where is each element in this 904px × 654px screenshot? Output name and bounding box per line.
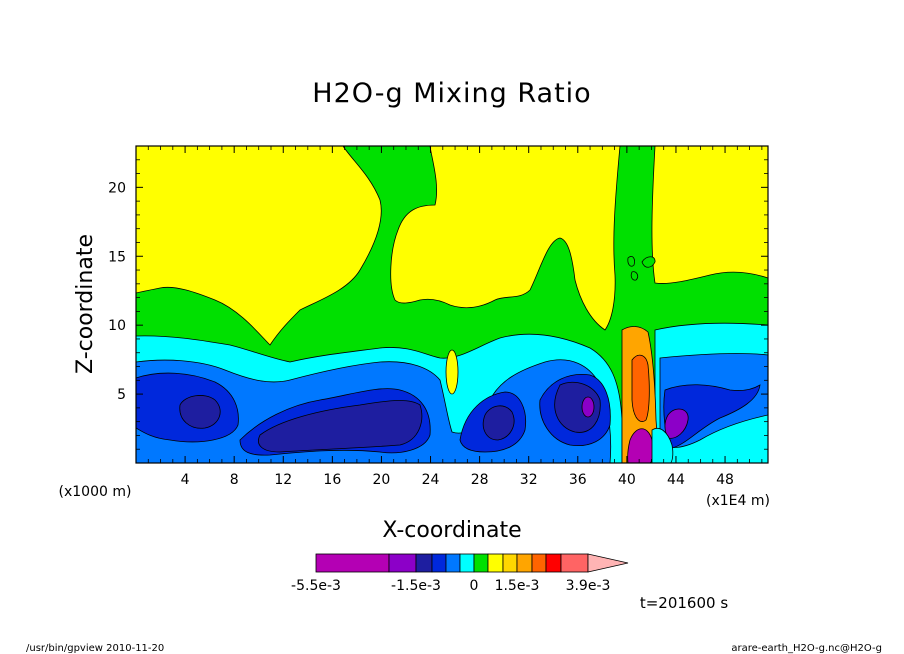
x-tick-label: 16 <box>323 472 341 488</box>
y-tick-label: 15 <box>108 249 126 265</box>
colorbar-segment <box>473 553 489 573</box>
y-axis: 5 10 15 20 <box>108 159 768 450</box>
y-axis-title: Z-coordinate <box>73 234 98 374</box>
colorbar-segment <box>445 553 461 573</box>
colorbar-segment <box>545 553 562 573</box>
x-tick-label: 8 <box>230 472 239 488</box>
colorbar-segment <box>560 553 589 573</box>
colorbar-segment <box>431 553 447 573</box>
y-tick-label: 20 <box>108 180 126 196</box>
colorbar-segment <box>502 553 518 573</box>
colorbar-segment <box>315 553 390 573</box>
x-tick-label: 28 <box>471 472 489 488</box>
x-unit-right: (x1E4 m) <box>706 493 770 509</box>
x-axis-title: X-coordinate <box>382 518 521 543</box>
y-tick-label: 5 <box>117 387 126 403</box>
contour-fill-yellow <box>135 145 769 346</box>
x-tick-label: 20 <box>373 472 391 488</box>
contour-fill-column-red <box>631 354 650 422</box>
x-tick-label: 44 <box>667 472 685 488</box>
time-label: t=201600 s <box>640 594 728 612</box>
colorbar-label: -5.5e-3 <box>291 578 341 594</box>
colorbar-label: 0 <box>470 578 479 594</box>
colorbar-arrow <box>587 553 629 573</box>
x-tick-label: 32 <box>520 472 538 488</box>
colorbar-segment <box>487 553 504 573</box>
x-tick-label: 24 <box>422 472 440 488</box>
footer-left: /usr/bin/gpview 2010-11-20 <box>26 643 164 654</box>
contour-fill-yellow-blob <box>445 349 459 395</box>
x-tick-label: 40 <box>618 472 636 488</box>
x-axis: 4 8 12 16 20 24 28 32 36 40 44 48 <box>147 146 763 488</box>
x-unit-left: (x1000 m) <box>59 484 132 500</box>
colorbar-label: -1.5e-3 <box>391 578 441 594</box>
contour-fill-purple-right <box>664 408 689 439</box>
colorbar <box>315 553 629 573</box>
x-tick-label: 36 <box>569 472 587 488</box>
x-tick-label: 12 <box>274 472 292 488</box>
colorbar-labels: -5.5e-3 -1.5e-3 0 1.5e-3 3.9e-3 <box>291 578 610 594</box>
contour-fill-purple <box>581 396 595 418</box>
x-tick-label: 4 <box>181 472 190 488</box>
x-tick-label: 48 <box>716 472 734 488</box>
colorbar-segment <box>388 553 417 573</box>
contour-fill-green-patch <box>627 256 656 281</box>
footer-right: arare-earth_H2O-g.nc@H2O-g <box>731 643 882 654</box>
colorbar-label: 3.9e-3 <box>566 578 611 594</box>
colorbar-segment <box>459 553 475 573</box>
plot-frame <box>135 145 769 464</box>
colorbar-label: 1.5e-3 <box>495 578 540 594</box>
colorbar-segment <box>415 553 433 573</box>
contour-fill-navy <box>179 381 601 453</box>
colorbar-segment <box>516 553 533 573</box>
chart-title: H2O-g Mixing Ratio <box>312 78 591 109</box>
y-tick-label: 10 <box>108 318 126 334</box>
colorbar-segment <box>531 553 547 573</box>
plot-area <box>135 145 769 464</box>
